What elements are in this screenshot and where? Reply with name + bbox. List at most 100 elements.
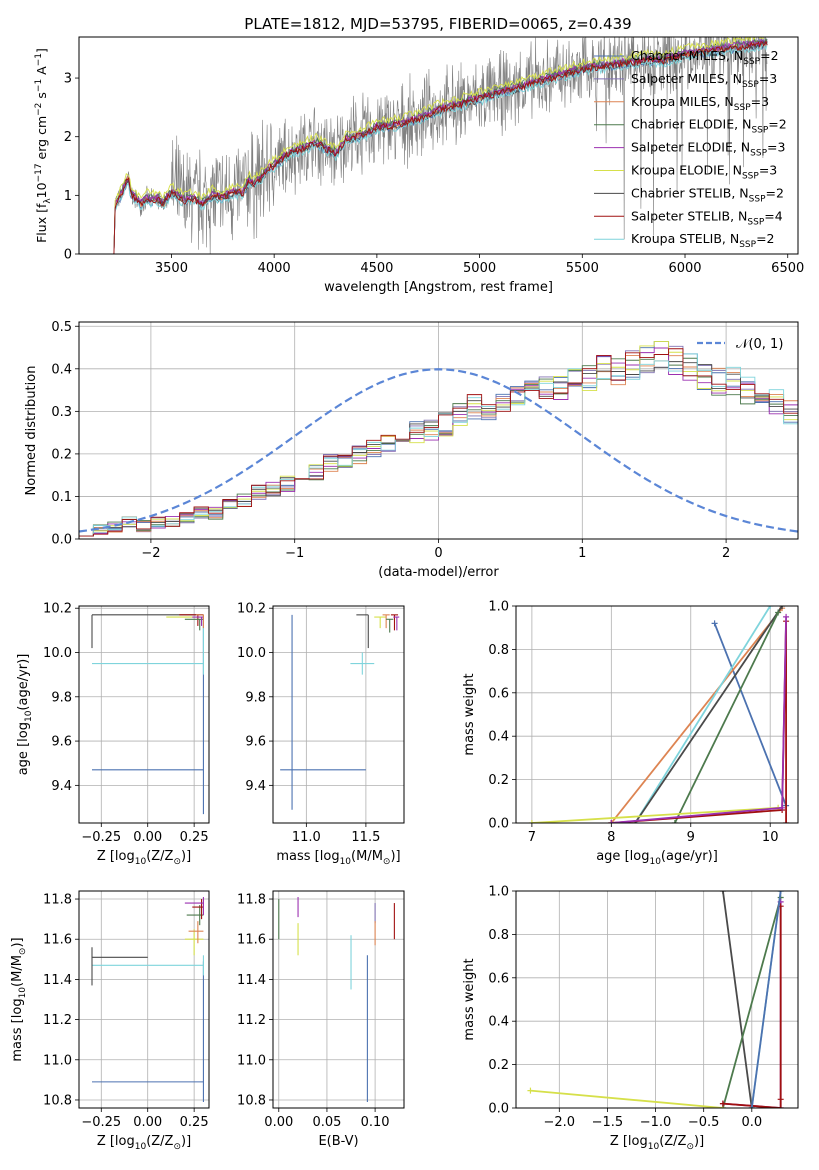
y-tick-label: 0.3 (51, 405, 72, 420)
y-tick-label: 0.6 (488, 686, 509, 701)
y-tick-label: 9.8 (245, 690, 266, 705)
marker-plus (671, 820, 678, 823)
x-tick-label: −0.5 (688, 1115, 720, 1130)
legend-label: 𝒩(0, 1) (736, 337, 783, 352)
y-axis-label: mass weight (462, 673, 477, 755)
model-line-kroupa_stelib (113, 42, 768, 254)
spectrum-panel: 3500 4000 4500 5000 5500 6000 6500 0 1 2 3 waveleng… (34, 36, 804, 295)
y-axis-label: age [log10(age/yr)] (16, 654, 34, 776)
y-tick-label: 9.8 (51, 690, 72, 705)
x-tick-label: −1 (285, 546, 304, 561)
y-tick-label: 11.6 (43, 933, 72, 948)
x-tick-label: 5500 (566, 261, 599, 276)
residual-histogram-panel: −2 −1 0 1 2 0.0 0.1 0.2 0.3 0.4 0.5 (data-model)/er… (24, 320, 799, 580)
x-tick-label: −2 (141, 546, 160, 561)
x-tick-label: 11.5 (351, 830, 380, 845)
x-tick-label: 7 (528, 830, 536, 845)
model-line-salpeter_stelib (113, 40, 768, 254)
y-tick-label: 9.4 (51, 779, 72, 794)
y-tick-label: 11.0 (43, 1053, 72, 1068)
y-tick-label: 0.2 (51, 447, 72, 462)
axes-frame (515, 890, 799, 1109)
histogram-kroupa_stelib (79, 353, 798, 537)
axes-frame (78, 605, 210, 824)
x-axis-label: Z [log10(Z/Z⊙)] (97, 849, 191, 867)
errorbar-salpeter_elodie (184, 897, 204, 916)
y-tick-label: 0.4 (488, 730, 509, 745)
y-tick-label: 9.6 (245, 735, 266, 750)
y-tick-label: 11.4 (237, 973, 266, 988)
x-tick-label: 0.10 (361, 1115, 390, 1130)
marker-plus (748, 1105, 755, 1108)
weight-line-chabrier_miles (750, 891, 782, 1108)
y-tick-label: 0.4 (488, 1015, 509, 1030)
weight-line-chabrier_stelib (634, 606, 783, 823)
y-tick-label: 10.2 (43, 602, 72, 617)
errorbar-kroupa_stelib (350, 652, 375, 675)
x-axis-label: Z [log10(Z/Z⊙)] (97, 1134, 191, 1152)
errorbar-chabrier_miles (92, 961, 204, 1102)
legend-label: Kroupa MILES, NSSP=3 (631, 94, 769, 113)
figure-title: PLATE=1812, MJD=53795, FIBERID=0065, z=0… (244, 15, 631, 33)
x-tick-label: 4500 (360, 261, 393, 276)
x-tick-label: 0.25 (180, 1115, 209, 1130)
y-tick-label: 11.6 (237, 933, 266, 948)
y-tick-label: 0.0 (51, 533, 72, 548)
x-tick-label: 6500 (771, 261, 804, 276)
marker-plus (779, 606, 786, 609)
marker-plus (528, 820, 535, 823)
marker-plus (608, 820, 615, 823)
legend-label: Chabrier STELIB, NSSP=2 (631, 185, 784, 204)
y-axis-label: Flux [fλ10−17 erg cm−2 s−1 A−1] (34, 48, 53, 243)
weight-line-kroupa_elodie (531, 806, 779, 823)
x-tick-label: 2 (722, 546, 730, 561)
y-tick-label: 10.0 (237, 646, 266, 661)
x-tick-label: 11.0 (292, 830, 321, 845)
weight-line-kroupa_elodie (530, 1089, 724, 1108)
mass-vs-metallicity-panel: −0.25 0.00 0.25 10.8 11.0 11.2 11.4 11.6 11.8 Z [… (10, 890, 210, 1152)
axes-frame (78, 36, 799, 255)
x-axis-label: mass [log10(M/M⊙)] (276, 849, 400, 867)
histogram-chabrier_elodie (79, 353, 798, 537)
legend-label: Kroupa ELODIE, NSSP=3 (631, 163, 777, 182)
y-tick-label: 1 (64, 189, 72, 204)
axes-frame (272, 605, 405, 824)
x-tick-label: −1.5 (592, 1115, 624, 1130)
marker-plus (783, 613, 790, 620)
x-tick-label: −0.25 (81, 1115, 121, 1130)
y-tick-label: 10.8 (43, 1093, 72, 1108)
observed-spectrum-line (113, 37, 768, 254)
errorbar-salpeter_stelib (192, 899, 204, 920)
weight-line-kroupa_miles (610, 607, 783, 823)
y-tick-label: 11.4 (43, 973, 72, 988)
legend-label: Chabrier ELODIE, NSSP=2 (631, 117, 787, 136)
histogram-salpeter_miles (79, 345, 798, 537)
y-axis-label: mass [log10(M/M⊙)] (10, 937, 28, 1061)
x-tick-label: 3500 (155, 261, 188, 276)
x-tick-label: 8 (607, 830, 615, 845)
marker-plus (711, 620, 718, 627)
errorbar-kroupa_elodie (374, 616, 387, 629)
y-tick-label: 0.0 (488, 1102, 509, 1117)
y-tick-label: 0.2 (488, 773, 509, 788)
y-tick-label: 0.4 (51, 362, 72, 377)
x-tick-label: 0 (434, 546, 442, 561)
y-tick-label: 1.0 (488, 885, 509, 900)
y-tick-label: 0.1 (51, 490, 72, 505)
errorbar-chabrier_elodie (186, 905, 204, 926)
y-tick-label: 0.2 (488, 1058, 509, 1073)
x-tick-label: −1.0 (640, 1115, 672, 1130)
axes-frame (272, 890, 405, 1109)
y-tick-label: 1.0 (488, 600, 509, 615)
weight-line-chabrier_elodie (722, 897, 782, 1108)
errorbar-salpeter_elodie (192, 616, 204, 626)
y-axis-label: mass weight (462, 958, 477, 1040)
weight-line-chabrier_stelib (722, 891, 753, 1108)
y-tick-label: 9.6 (51, 735, 72, 750)
errorbar-kroupa_elodie (184, 929, 204, 956)
x-axis-label: Z [log10(Z/Z⊙)] (610, 1134, 704, 1152)
y-tick-label: 10.8 (237, 1093, 266, 1108)
x-tick-label: 9 (687, 830, 695, 845)
legend: Chabrier MILES, NSSP=2 Salpeter MILES, NS… (594, 48, 787, 250)
legend-label: Kroupa STELIB, NSSP=2 (631, 231, 775, 250)
